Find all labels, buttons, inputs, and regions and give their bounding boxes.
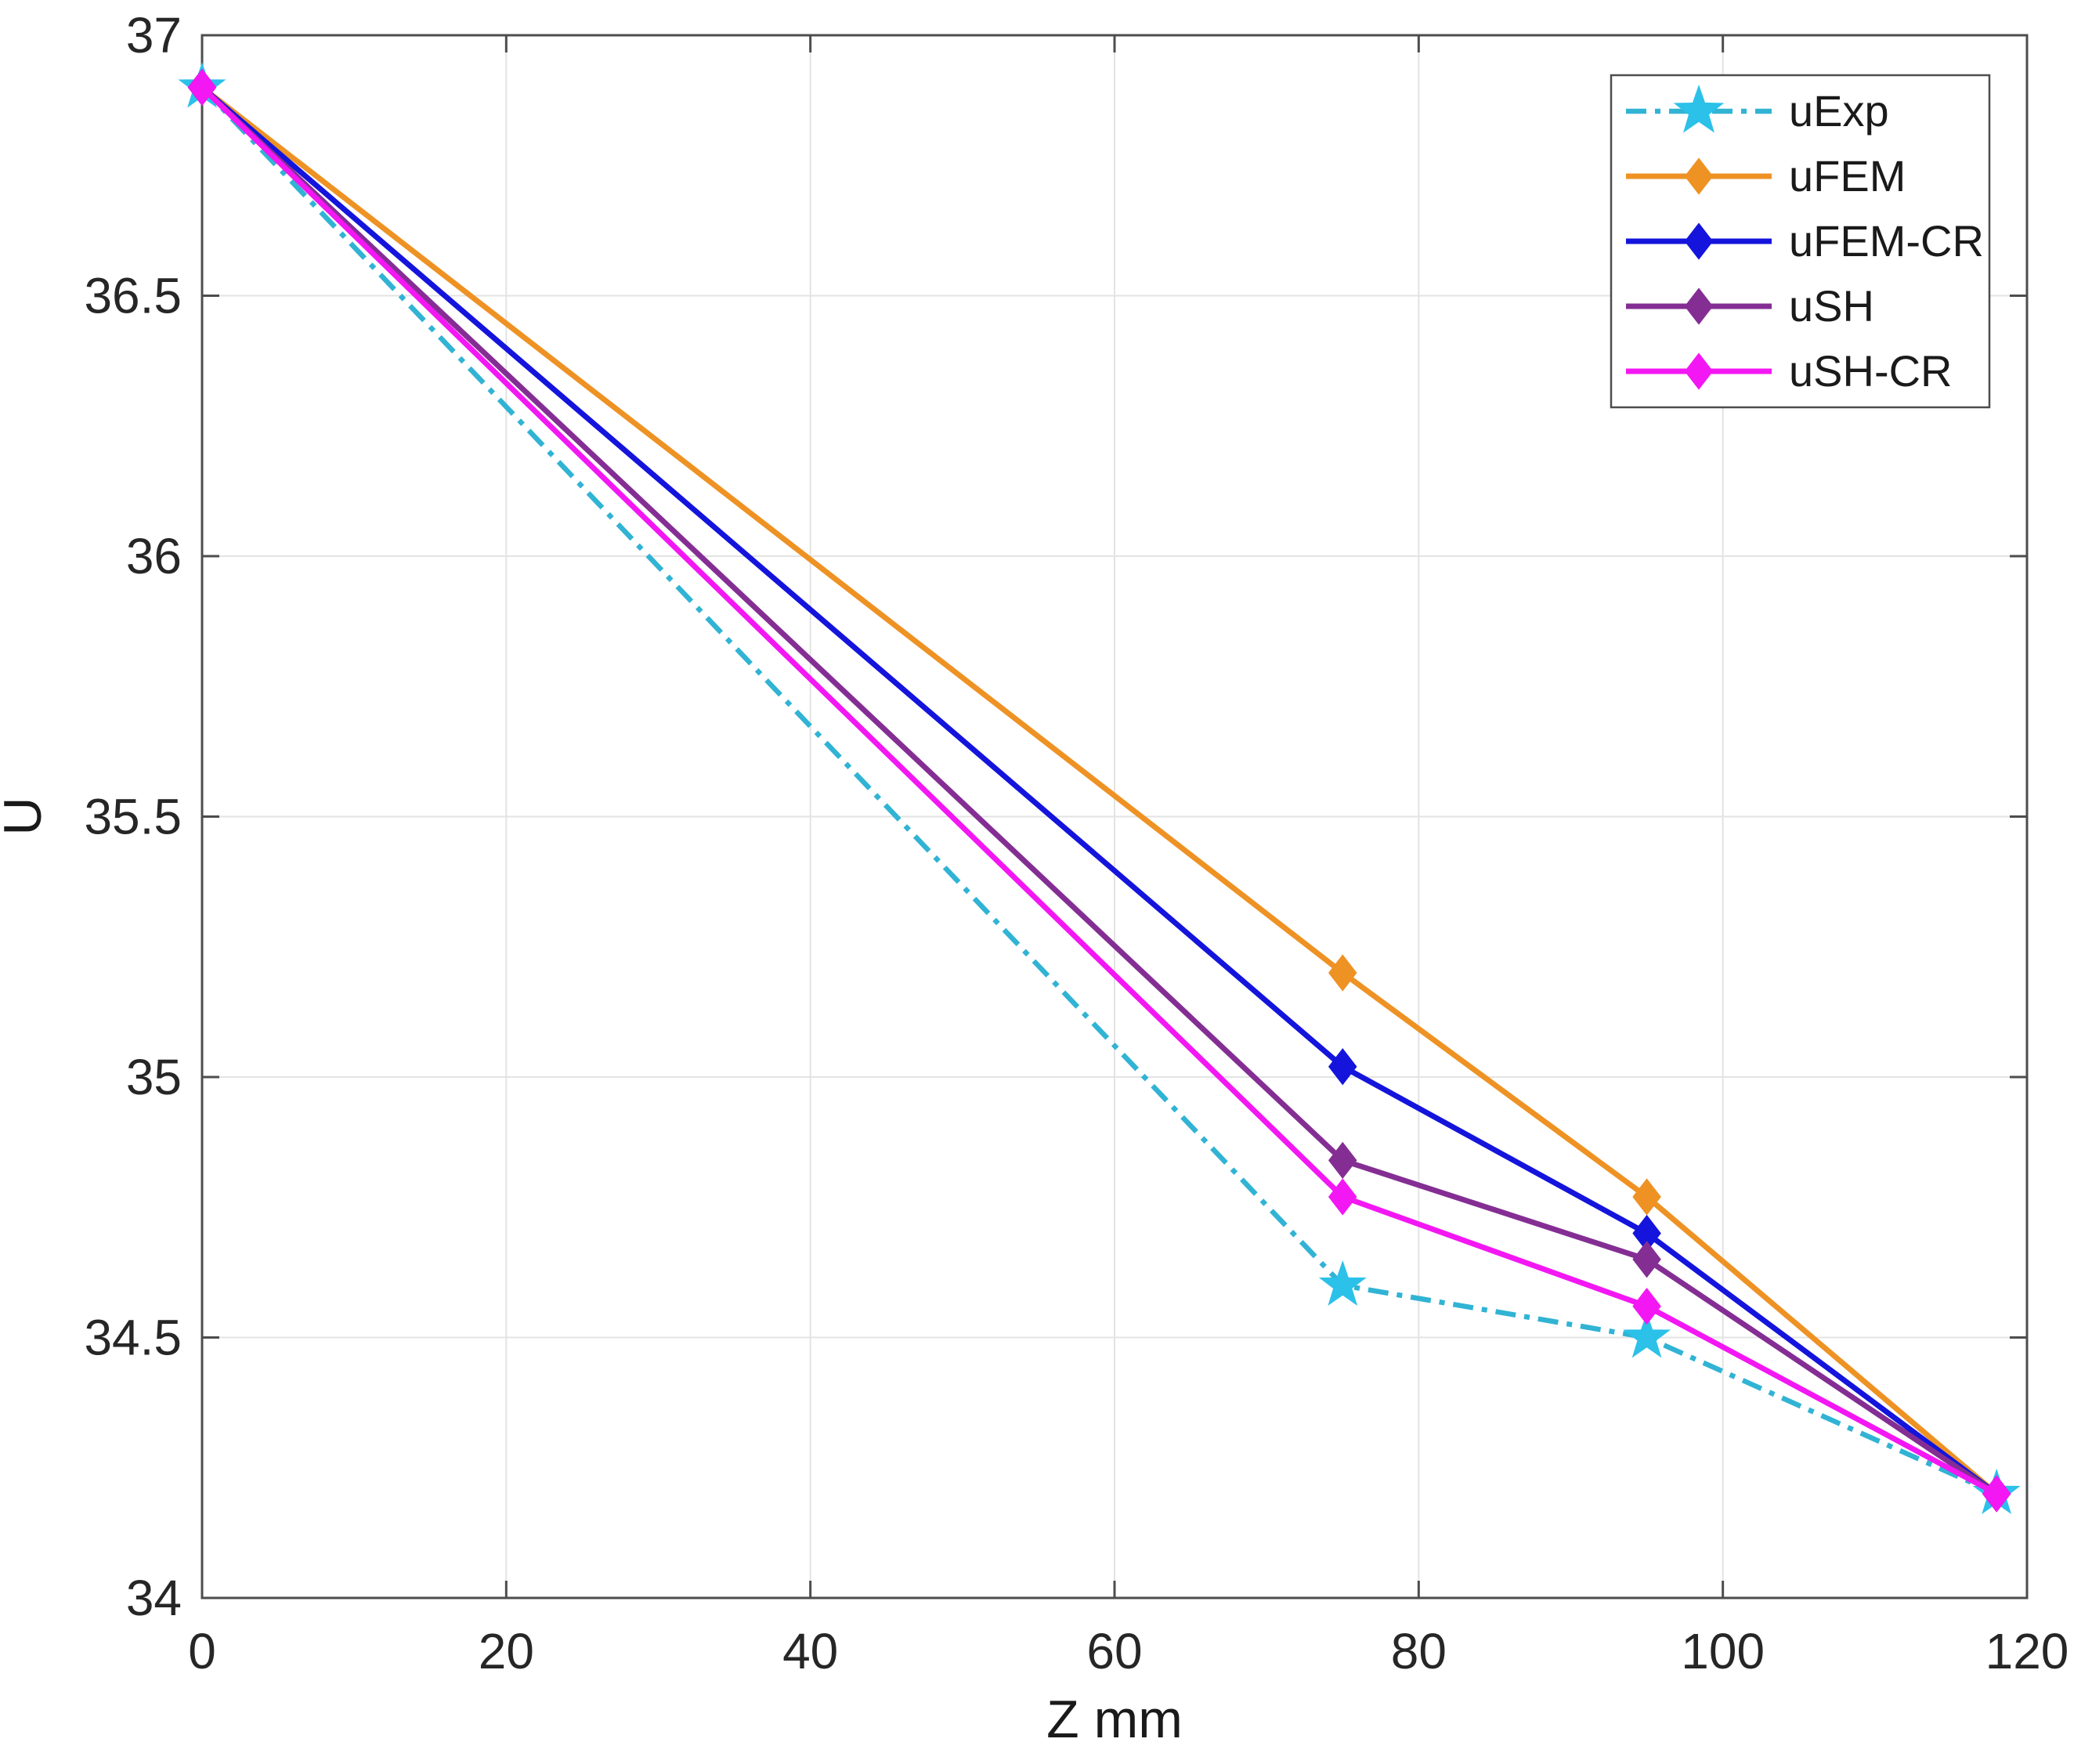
y-tick-label: 34.5 [84,1310,182,1366]
y-tick-label: 34 [126,1570,182,1626]
y-tick-label: 36.5 [84,268,182,324]
y-tick-label: 36 [126,528,182,584]
legend-label: uFEM [1789,151,1906,201]
diamond-marker [1632,1287,1661,1325]
diamond-marker [1684,287,1714,325]
diamond-marker [1982,1475,2011,1513]
diamond-marker [1328,1141,1357,1180]
y-tick-label: 35 [126,1049,182,1105]
legend-entry-uExp: uExp [1626,84,1889,136]
x-tick-label: 60 [1086,1623,1142,1679]
diamond-marker [187,68,217,107]
star-marker [1623,1312,1671,1358]
legend-layer: uExp uFEM uFEM-CR uSH uSH-CR [1610,74,1991,409]
series-uExp-line [200,85,1998,1496]
axes-layer [201,34,2029,1600]
diamond-marker [1328,1178,1357,1216]
diamond-marker [1632,1241,1661,1278]
legend-label: uSH-CR [1789,346,1952,396]
diamond-marker [1632,1178,1661,1216]
x-axis-label: Z mm [1046,1690,1183,1749]
diamond-marker [1684,352,1714,390]
legend-entry-uFEM-CR: uFEM-CR [1626,216,1984,266]
y-axis-label: U [0,797,52,835]
tick-label-layer: 0 20 40 60 80 100 120 34 34.5 35 35.5 36 36.5 37 [84,7,2069,1679]
series-uFEM-CR-line [200,85,1999,1496]
diamond-marker [1684,222,1714,260]
star-marker [1318,1260,1367,1307]
diamond-marker [1328,954,1357,992]
series-layer [178,62,2021,1515]
x-tick-label: 80 [1391,1623,1447,1679]
diamond-marker [1684,157,1714,195]
x-tick-label: 100 [1681,1623,1765,1679]
series-uFEM-line [200,85,1999,1496]
legend-label: uFEM-CR [1789,216,1984,266]
x-tick-label: 0 [188,1623,216,1679]
diamond-marker [1328,1048,1357,1086]
legend-label: uExp [1789,86,1889,136]
x-tick-label: 120 [1985,1623,2069,1679]
x-tick-label: 40 [782,1623,838,1679]
series-uSH-CR-line [200,85,1998,1497]
y-tick-label: 35.5 [84,789,182,845]
legend-label: uSH [1789,281,1874,331]
legend-entry-uSH: uSH [1626,281,1874,331]
series-uSH-line [200,85,1999,1496]
y-tick-label: 37 [126,7,182,63]
star-marker [1673,84,1725,133]
x-tick-label: 20 [479,1623,534,1679]
legend-entry-uSH-CR: uSH-CR [1626,346,1952,396]
legend-entry-uFEM: uFEM [1626,151,1906,201]
